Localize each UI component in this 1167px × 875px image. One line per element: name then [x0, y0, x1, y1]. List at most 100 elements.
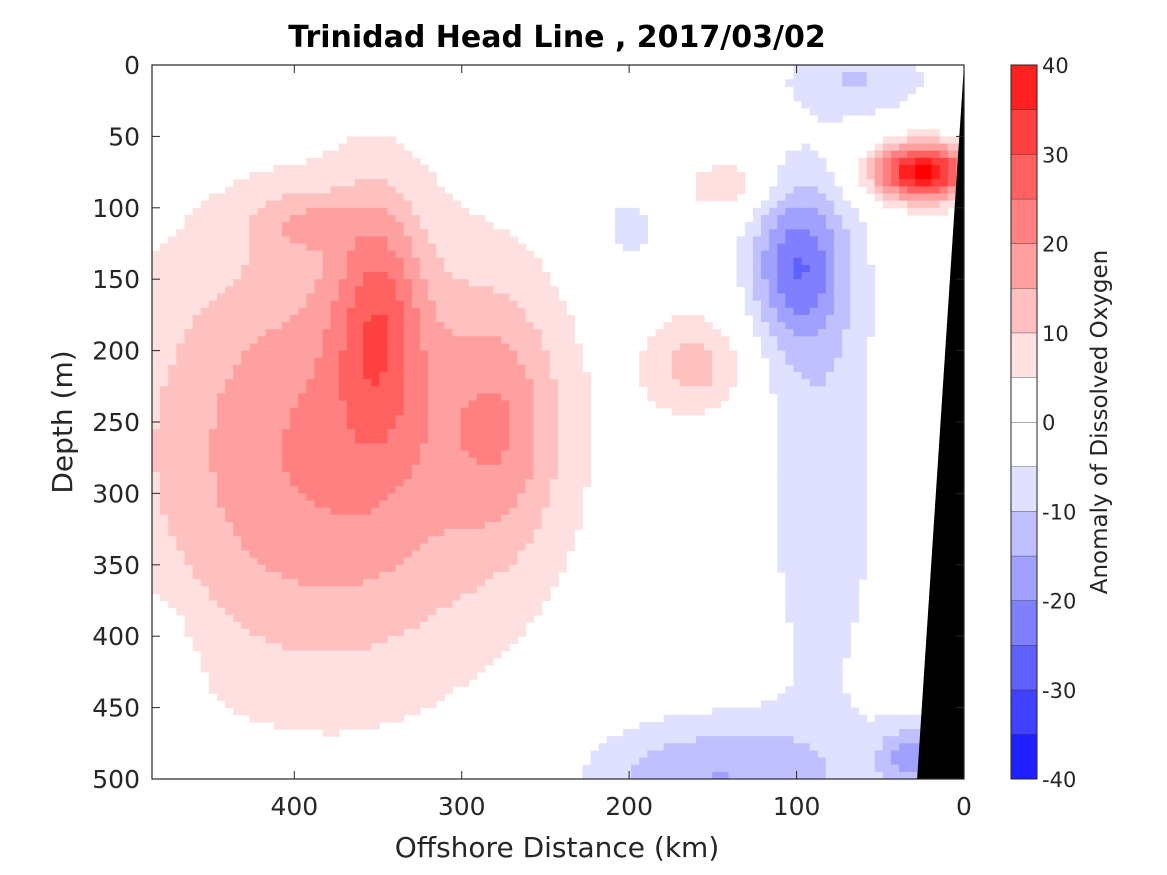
anomaly-cell [290, 564, 299, 573]
anomaly-cell [314, 543, 324, 552]
anomaly-cell [817, 407, 827, 416]
anomaly-cell [915, 186, 924, 195]
anomaly-cell [346, 164, 356, 173]
anomaly-cell [419, 172, 429, 180]
anomaly-cell [225, 200, 234, 209]
anomaly-cell [346, 400, 356, 409]
anomaly-cell [834, 579, 843, 587]
anomaly-cell [476, 243, 486, 252]
anomaly-cell [793, 486, 803, 494]
anomaly-cell [338, 207, 348, 216]
anomaly-cell [160, 464, 169, 473]
anomaly-cell [290, 457, 299, 466]
anomaly-cell [533, 264, 543, 273]
anomaly-cell [355, 621, 364, 630]
anomaly-cell [525, 579, 535, 587]
anomaly-cell [411, 629, 421, 637]
anomaly-cell [200, 607, 210, 616]
anomaly-cell [444, 529, 454, 537]
anomaly-cell [346, 286, 356, 295]
anomaly-cell [338, 636, 348, 644]
anomaly-cell [273, 343, 283, 352]
anomaly-cell [200, 200, 210, 209]
anomaly-cell [411, 336, 421, 345]
anomaly-cell [395, 614, 405, 623]
anomaly-cell [216, 429, 226, 437]
anomaly-cell [468, 364, 478, 373]
anomaly-cell [452, 207, 462, 216]
anomaly-cell [338, 493, 348, 502]
anomaly-cell [330, 464, 340, 473]
anomaly-cell [192, 257, 202, 266]
anomaly-cell [257, 293, 267, 302]
anomaly-cell [671, 336, 681, 345]
anomaly-cell [241, 200, 251, 209]
anomaly-cell [809, 329, 819, 337]
anomaly-cell [525, 543, 535, 552]
anomaly-cell [184, 486, 194, 494]
anomaly-cell [842, 693, 851, 702]
anomaly-cell [379, 679, 389, 687]
anomaly-cell [541, 486, 551, 494]
anomaly-cell [501, 443, 510, 452]
anomaly-cell [631, 736, 640, 744]
anomaly-cell [225, 293, 234, 302]
anomaly-cell [655, 343, 665, 352]
anomaly-cell [160, 500, 169, 509]
anomaly-cell [801, 571, 811, 580]
anomaly-cell [436, 386, 445, 395]
anomaly-cell [152, 521, 161, 530]
anomaly-cell [517, 479, 527, 487]
anomaly-cell [850, 286, 860, 295]
anomaly-cell [647, 736, 657, 744]
anomaly-cell [842, 250, 851, 259]
anomaly-cell [249, 657, 259, 666]
anomaly-cell [744, 250, 754, 259]
anomaly-cell [679, 714, 689, 723]
anomaly-cell [338, 193, 348, 202]
anomaly-cell [355, 414, 364, 423]
anomaly-cell [809, 607, 819, 616]
anomaly-cell [200, 479, 210, 487]
anomaly-cell [241, 279, 251, 287]
anomaly-cell [777, 343, 786, 352]
anomaly-cell [468, 550, 478, 559]
anomaly-cell [493, 450, 502, 459]
anomaly-cell [493, 636, 502, 644]
anomaly-cell [761, 721, 770, 730]
anomaly-cell [298, 521, 307, 530]
anomaly-cell [817, 172, 827, 180]
anomaly-cell [484, 286, 494, 295]
anomaly-cell [419, 629, 429, 637]
anomaly-cell [411, 679, 421, 687]
anomaly-cell [403, 414, 413, 423]
anomaly-cell [476, 593, 486, 602]
anomaly-cell [947, 136, 957, 145]
anomaly-cell [582, 450, 592, 459]
anomaly-cell [184, 357, 194, 366]
anomaly-cell [419, 264, 429, 273]
anomaly-cell [184, 214, 194, 223]
anomaly-cell [355, 214, 364, 223]
anomaly-cell [387, 614, 397, 623]
anomaly-cell [192, 236, 202, 245]
anomaly-cell [257, 536, 267, 544]
anomaly-cell [200, 264, 210, 273]
anomaly-cell [216, 436, 226, 445]
anomaly-cell [184, 372, 194, 380]
anomaly-cell [233, 664, 242, 673]
anomaly-cell [395, 436, 405, 445]
anomaly-cell [574, 443, 583, 452]
anomaly-cell [460, 607, 470, 616]
anomaly-cell [484, 393, 494, 402]
anomaly-cell [200, 250, 210, 259]
anomaly-cell [809, 243, 819, 252]
anomaly-cell [444, 657, 454, 666]
anomaly-cell [915, 164, 924, 173]
anomaly-cell [419, 657, 429, 666]
anomaly-cell [777, 429, 786, 437]
anomaly-cell [371, 379, 380, 387]
anomaly-cell [468, 329, 478, 337]
anomaly-cell [314, 307, 324, 316]
anomaly-cell [825, 100, 835, 109]
